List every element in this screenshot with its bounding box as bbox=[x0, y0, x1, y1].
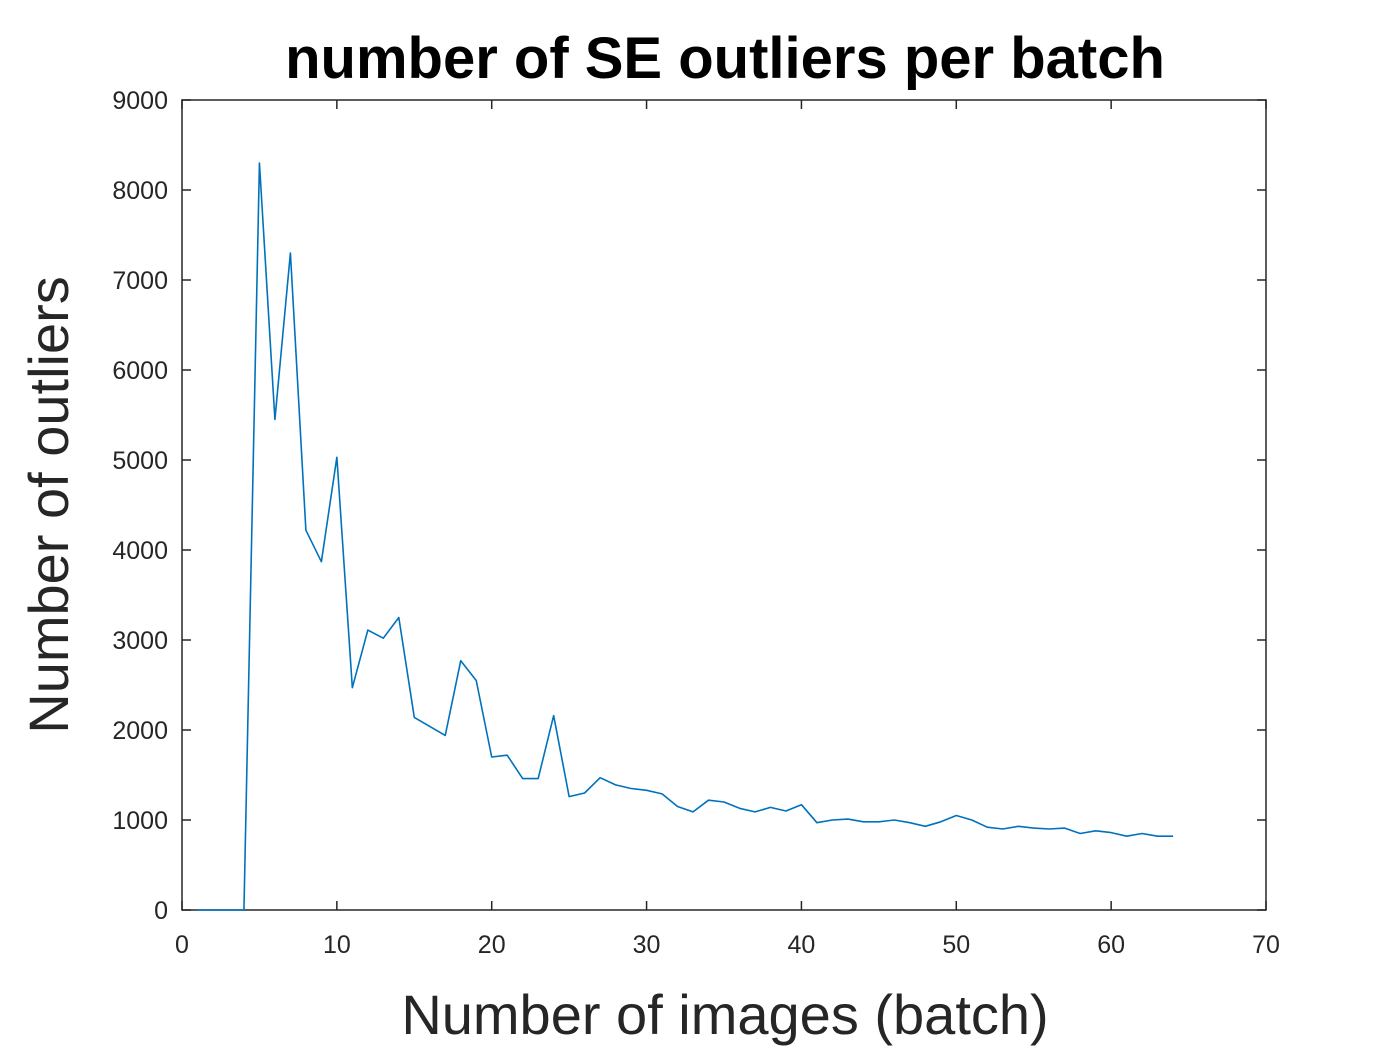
x-tick-label: 10 bbox=[323, 931, 351, 959]
y-axis: 0 1000 2000 3000 4000 5000 6000 7000 8000 9000 bbox=[112, 87, 1266, 925]
x-tick-label: 30 bbox=[633, 931, 661, 959]
y-tick-label: 8000 bbox=[112, 177, 168, 205]
x-axis-label: Number of images (batch) bbox=[401, 983, 1048, 1046]
x-tick-label: 60 bbox=[1097, 931, 1125, 959]
series-layer bbox=[197, 162, 1174, 911]
y-tick-label: 7000 bbox=[112, 267, 168, 295]
chart-title: number of SE outliers per batch bbox=[285, 26, 1165, 91]
y-tick-label: 6000 bbox=[112, 357, 168, 385]
y-tick-label: 0 bbox=[154, 897, 168, 925]
x-tick-label: 40 bbox=[788, 931, 816, 959]
y-tick-label: 1000 bbox=[112, 807, 168, 835]
y-tick-label: 3000 bbox=[112, 627, 168, 655]
x-tick-label: 20 bbox=[478, 931, 506, 959]
y-tick-label: 9000 bbox=[112, 87, 168, 115]
y-tick-label: 5000 bbox=[112, 447, 168, 475]
x-tick-label: 0 bbox=[175, 931, 189, 959]
y-axis-label: Number of outliers bbox=[17, 276, 80, 734]
x-axis: 0 10 20 30 40 50 60 70 bbox=[175, 100, 1280, 959]
x-tick-label: 50 bbox=[942, 931, 970, 959]
y-tick-label: 4000 bbox=[112, 537, 168, 565]
y-tick-label: 2000 bbox=[112, 717, 168, 745]
series-line bbox=[197, 162, 1174, 911]
plot-area bbox=[181, 99, 1267, 911]
x-tick-label: 70 bbox=[1252, 931, 1280, 959]
